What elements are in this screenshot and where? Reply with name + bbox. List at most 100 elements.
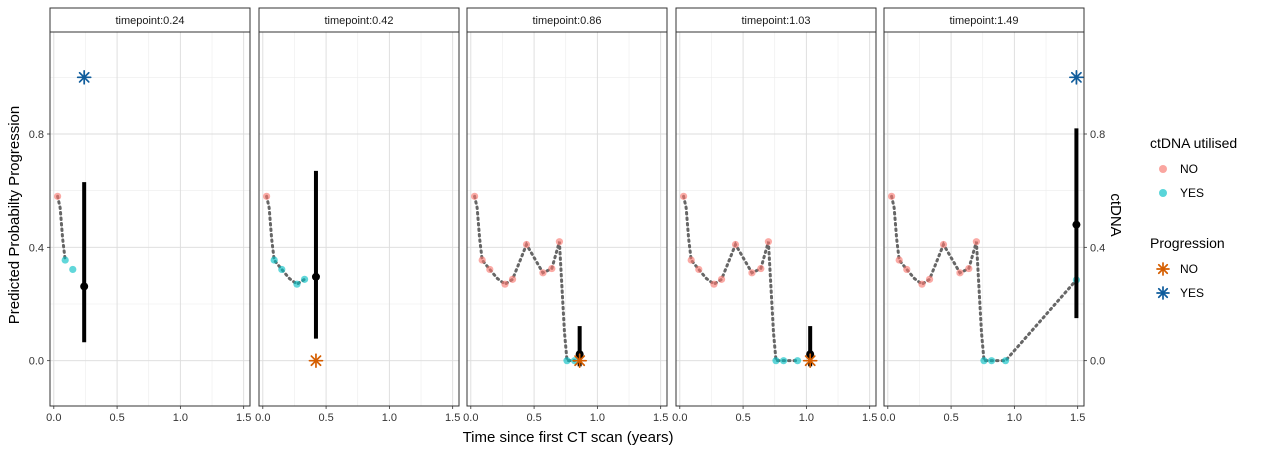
observation-point	[53, 192, 62, 200]
progression-marker	[572, 353, 588, 369]
facet-panel-5: timepoint:1.49 0.0 0.5 1.0 1.5	[880, 7, 1085, 424]
legend-key-star-stroke	[1157, 287, 1169, 299]
legend-label: NO	[1180, 262, 1198, 276]
observation-point	[972, 238, 981, 246]
facet-strip-label: timepoint:1.49	[949, 15, 1018, 27]
observation-point	[779, 357, 788, 365]
x-tick-label: 1.0	[382, 412, 397, 424]
observation-point	[731, 240, 740, 249]
observation-point	[895, 256, 903, 264]
facet-strip	[49, 7, 251, 33]
legend-key-star	[1156, 262, 1170, 276]
observation-point	[687, 256, 695, 264]
legend-key-dot	[1159, 165, 1167, 173]
observation-point	[300, 275, 309, 283]
legend-title: ctDNA utilised	[1150, 135, 1237, 151]
x-tick-label: 1.0	[173, 412, 188, 424]
y-tick-label: 0.4	[29, 242, 44, 254]
progression-marker	[76, 69, 92, 85]
facet-panel-1: timepoint:0.24 0.0 0.5 1.0 1.5	[46, 7, 251, 424]
panel-border	[258, 31, 460, 407]
prediction-point	[311, 272, 320, 281]
y-axis-left: 0.0 0.4 0.8	[29, 129, 50, 368]
observation-point	[69, 265, 77, 274]
observation-point	[772, 357, 780, 365]
facet-strip-label: timepoint:0.42	[324, 15, 393, 27]
progression-marker-stroke	[574, 355, 586, 367]
observation-point	[478, 256, 486, 264]
observation-point	[918, 280, 926, 288]
observation-point	[925, 275, 934, 283]
observation-point	[793, 357, 802, 365]
observation-point	[501, 280, 509, 288]
panel-border	[49, 31, 251, 407]
panel-background	[50, 32, 250, 406]
panel-border	[883, 31, 1085, 407]
panel-background	[884, 32, 1084, 406]
x-tick-label: 1.0	[799, 412, 814, 424]
observation-point	[956, 269, 964, 277]
y-tick-label: 0.8	[29, 129, 44, 141]
legend-label: YES	[1180, 286, 1204, 300]
observation-point	[764, 238, 773, 246]
y2-tick-label: 0.8	[1090, 129, 1105, 141]
observation-point	[980, 357, 988, 365]
facet-panel-2: timepoint:0.42 0.0 0.5 1.0 1.5	[255, 7, 460, 424]
observation-point	[555, 238, 564, 246]
observation-point	[965, 264, 973, 273]
facet-strip-label: timepoint:0.86	[532, 15, 601, 27]
y-tick-label: 0.0	[29, 356, 44, 368]
observation-point	[987, 357, 996, 365]
x-tick-label: 1.5	[653, 412, 668, 424]
facet-strip-label: timepoint:1.03	[741, 15, 810, 27]
legend-group-1: ctDNA utilised NO YES	[1150, 135, 1237, 200]
observation-point	[278, 265, 286, 274]
observation-point	[887, 192, 896, 200]
facet-strip	[466, 7, 668, 33]
observation-point	[695, 265, 703, 274]
panel-background	[676, 32, 876, 406]
x-tick-label: 0.5	[943, 412, 958, 424]
x-tick-label: 1.5	[236, 412, 251, 424]
x-tick-label: 0.0	[672, 412, 687, 424]
y2-tick-label: 0.0	[1090, 356, 1105, 368]
trajectory-path	[682, 194, 800, 363]
observation-point	[757, 264, 765, 273]
observation-point	[293, 280, 301, 288]
progression-marker	[1069, 69, 1084, 85]
observation-point	[563, 357, 571, 365]
facet-panels: timepoint:0.24 0.0 0.5 1.0 1.5 timepoint:0.42…	[46, 7, 1085, 424]
observation-point	[522, 240, 531, 249]
observation-point	[1001, 357, 1010, 365]
panel-background	[259, 32, 459, 406]
x-tick-label: 0.5	[735, 412, 750, 424]
progression-marker-stroke	[1070, 71, 1082, 83]
legend-group-2: Progression NO YES	[1150, 235, 1225, 300]
progression-marker-stroke	[804, 355, 816, 367]
progression-marker	[802, 353, 818, 369]
x-axis-title: Time since first CT scan (years)	[463, 429, 674, 446]
observation-point	[939, 240, 948, 249]
x-tick-label: 0.0	[463, 412, 478, 424]
observation-point	[679, 192, 688, 200]
legend-key-dot	[1159, 189, 1167, 197]
facet-strip-label: timepoint:0.24	[115, 15, 184, 27]
progression-marker	[308, 353, 324, 369]
facet-strip	[258, 7, 460, 33]
x-tick-label: 0.5	[526, 412, 541, 424]
facet-panel-3: timepoint:0.86 0.0 0.5 1.0 1.5	[463, 7, 668, 424]
observation-point	[470, 192, 479, 200]
facet-strip	[883, 7, 1085, 33]
x-tick-label: 0.0	[255, 412, 270, 424]
legend-key-star	[1156, 286, 1170, 300]
x-tick-label: 1.5	[1070, 412, 1085, 424]
observation-point	[710, 280, 718, 288]
observation-point	[486, 265, 494, 274]
progression-marker-stroke	[310, 355, 322, 367]
observation-point	[748, 269, 756, 277]
panel-border	[675, 31, 877, 407]
prediction-point	[80, 282, 89, 291]
prediction-point	[1072, 220, 1081, 229]
x-tick-label: 1.0	[1007, 412, 1022, 424]
